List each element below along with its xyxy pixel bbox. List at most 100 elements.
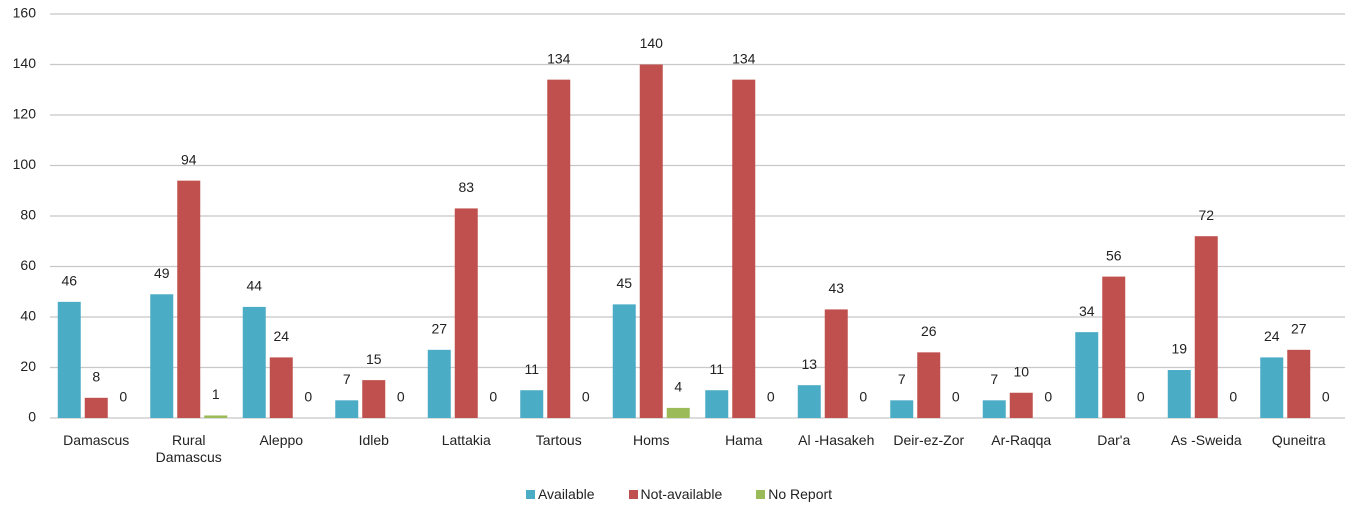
y-tick-label: 20 — [20, 358, 36, 374]
value-label: 1 — [212, 386, 220, 402]
value-label: 13 — [801, 356, 817, 372]
legend-item: No Report — [756, 486, 832, 502]
bar — [335, 400, 359, 418]
value-label: 46 — [61, 273, 77, 289]
legend-label: Available — [537, 486, 595, 502]
value-label: 15 — [366, 351, 382, 367]
x-tick-label: Quneitra — [1271, 432, 1326, 448]
x-tick-label: Ar-Raqqa — [991, 432, 1052, 448]
value-label: 0 — [489, 389, 497, 405]
value-label: 19 — [1171, 341, 1187, 357]
value-label: 0 — [1137, 389, 1145, 405]
legend-swatch — [628, 489, 638, 499]
value-label: 4 — [674, 379, 682, 395]
legend-label: Not-available — [640, 486, 723, 502]
value-label: 0 — [1229, 389, 1237, 405]
x-tick-label: Idleb — [358, 432, 389, 448]
y-tick-label: 140 — [13, 55, 37, 71]
value-label: 134 — [547, 50, 571, 66]
value-label: 7 — [343, 371, 351, 387]
value-label: 27 — [431, 321, 447, 337]
value-label: 7 — [898, 371, 906, 387]
y-tick-label: 40 — [20, 308, 36, 324]
bar — [917, 352, 941, 418]
bar — [1102, 276, 1126, 418]
x-tick-label: As -Sweida — [1170, 432, 1242, 448]
legend-item: Available — [525, 486, 595, 502]
legend: Available Not-available No Report — [0, 486, 1358, 502]
bar — [362, 380, 386, 418]
value-label: 11 — [524, 361, 539, 377]
value-label: 0 — [1044, 389, 1052, 405]
value-label: 24 — [1264, 328, 1280, 344]
legend-item: Not-available — [628, 486, 723, 502]
bar — [84, 397, 108, 418]
x-tick-label: Lattakia — [441, 432, 491, 448]
value-label: 27 — [1291, 321, 1307, 337]
x-tick-label: Tartous — [535, 432, 582, 448]
x-tick-label: Deir-ez-Zor — [893, 432, 965, 448]
x-tick-label: Aleppo — [259, 432, 304, 448]
value-label: 11 — [709, 361, 724, 377]
value-label: 0 — [1322, 389, 1330, 405]
value-label: 56 — [1106, 247, 1122, 263]
bar — [666, 407, 690, 418]
bar — [639, 64, 663, 418]
x-tick-label: Dar'a — [1097, 432, 1131, 448]
bar — [547, 79, 571, 419]
x-tick-label: Homs — [632, 432, 670, 448]
y-tick-label: 160 — [13, 5, 37, 21]
legend-swatch — [525, 489, 535, 499]
y-tick-label: 120 — [13, 106, 37, 122]
x-tick-label: Al -Hasakeh — [798, 432, 875, 448]
value-label: 7 — [990, 371, 998, 387]
x-tick-label: Hama — [725, 432, 763, 448]
value-label: 34 — [1079, 303, 1095, 319]
bar — [1194, 236, 1218, 418]
bar — [57, 301, 81, 418]
value-label: 45 — [616, 275, 632, 291]
bar — [797, 385, 821, 418]
bar — [204, 415, 228, 418]
value-label: 134 — [732, 50, 756, 66]
bar — [177, 180, 201, 418]
value-label: 26 — [921, 323, 937, 339]
y-tick-label: 60 — [20, 257, 36, 273]
value-label: 0 — [767, 389, 775, 405]
value-label: 0 — [119, 389, 127, 405]
value-label: 10 — [1013, 363, 1029, 379]
value-label: 94 — [181, 151, 197, 167]
value-label: 8 — [92, 369, 100, 385]
bar — [705, 390, 729, 418]
bar — [427, 349, 451, 418]
y-tick-label: 0 — [28, 409, 36, 425]
value-label: 83 — [458, 179, 474, 195]
value-label: 0 — [304, 389, 312, 405]
bar — [454, 208, 478, 418]
value-label: 0 — [952, 389, 960, 405]
plot: 0204060801001201401604680499414424071502… — [13, 5, 1345, 425]
bar — [612, 304, 636, 418]
value-label: 0 — [859, 389, 867, 405]
bar — [242, 306, 266, 418]
bar — [1009, 392, 1033, 418]
bar — [982, 400, 1006, 418]
value-label: 72 — [1198, 207, 1214, 223]
bar — [824, 309, 848, 418]
y-tick-label: 100 — [13, 156, 37, 172]
bar — [150, 294, 174, 418]
legend-label: No Report — [768, 486, 833, 502]
bar — [732, 79, 756, 419]
bar — [890, 400, 914, 418]
bar — [1260, 357, 1284, 418]
x-tick-label: Damascus — [63, 432, 130, 448]
bar — [1075, 332, 1099, 418]
bar — [520, 390, 544, 418]
value-label: 43 — [828, 280, 844, 296]
x-tick-label: Rural Damascus — [155, 432, 222, 465]
value-label: 49 — [154, 265, 170, 281]
legend-swatch — [756, 489, 766, 499]
value-label: 140 — [640, 35, 664, 51]
value-label: 0 — [397, 389, 405, 405]
